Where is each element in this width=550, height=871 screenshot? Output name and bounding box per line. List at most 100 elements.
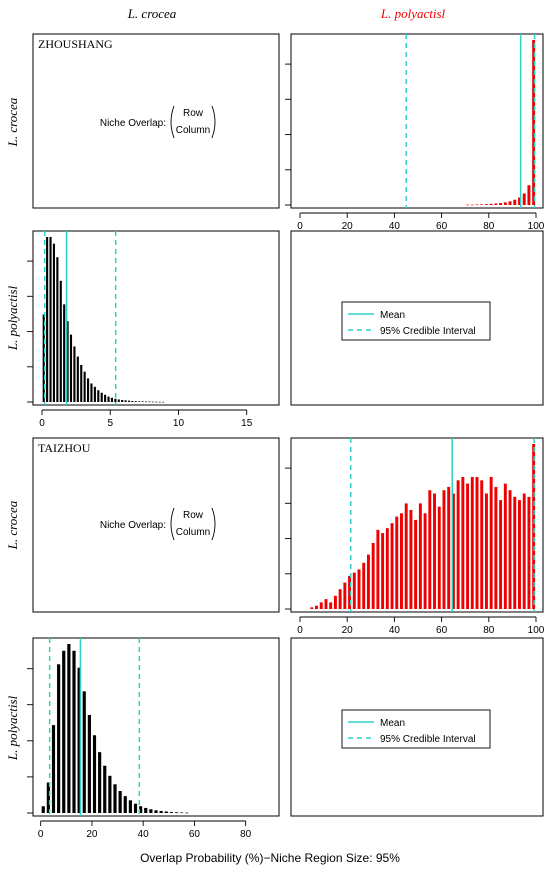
histogram-bar bbox=[390, 523, 394, 609]
histogram-bar bbox=[42, 314, 45, 402]
x-tick-label: 5 bbox=[107, 418, 113, 429]
histogram-bar bbox=[371, 543, 375, 609]
overlap-label: Niche Overlap: bbox=[100, 118, 166, 129]
histogram-bar bbox=[97, 390, 100, 402]
histogram-bar bbox=[164, 811, 168, 813]
overlap-row-text: Row bbox=[183, 108, 204, 119]
histogram-bar bbox=[527, 185, 531, 205]
histogram-bar bbox=[352, 572, 356, 609]
histogram-bar bbox=[376, 529, 380, 609]
histogram-polyactisl: 0 5 10 15 bbox=[27, 230, 280, 429]
histogram-bar bbox=[151, 401, 154, 403]
histogram-bar bbox=[117, 399, 120, 402]
histogram-bar bbox=[428, 490, 432, 609]
x-tick-label: 60 bbox=[436, 625, 448, 636]
histogram-bar bbox=[343, 582, 347, 609]
histogram-bar bbox=[366, 554, 370, 609]
histogram-bar bbox=[56, 257, 59, 402]
histogram-bar bbox=[155, 401, 158, 403]
histogram-bar bbox=[121, 399, 124, 402]
histogram-bar bbox=[423, 513, 427, 609]
x-tick-label: 20 bbox=[342, 625, 354, 636]
legend-box bbox=[341, 301, 491, 341]
legend-ci-label: 95% Credible Interval bbox=[380, 734, 476, 745]
right-paren bbox=[211, 105, 216, 139]
histogram-bar bbox=[169, 811, 173, 813]
histogram-bar bbox=[66, 321, 69, 402]
histogram-bar bbox=[437, 506, 441, 609]
histogram-bar bbox=[114, 398, 117, 402]
overlap-text-panel: TAIZHOU Niche Overlap: Row Column bbox=[32, 437, 280, 613]
x-tick-label: 20 bbox=[86, 829, 98, 840]
histogram-bar bbox=[494, 486, 498, 609]
histogram-bar bbox=[522, 493, 526, 609]
histogram-bar bbox=[46, 782, 50, 813]
histogram-bar bbox=[180, 812, 184, 814]
histogram-bar bbox=[127, 400, 131, 402]
histogram-bar bbox=[77, 667, 81, 813]
histogram-bar bbox=[76, 356, 79, 402]
legend-panel: Mean 95% Credible Interval bbox=[290, 230, 544, 406]
histogram-bar bbox=[484, 204, 488, 205]
histogram-bar bbox=[442, 490, 446, 609]
histogram-bar bbox=[100, 392, 103, 402]
histogram-bar bbox=[159, 810, 163, 813]
histogram-bar bbox=[466, 204, 470, 206]
left-paren bbox=[170, 105, 175, 139]
histogram-bar bbox=[494, 203, 498, 205]
histogram-bar bbox=[62, 650, 66, 813]
overlap-label: Niche Overlap: bbox=[100, 520, 166, 531]
histogram-bar bbox=[348, 576, 352, 609]
histogram-bar bbox=[518, 197, 521, 205]
histogram-bar bbox=[310, 607, 314, 609]
x-tick-label: 40 bbox=[138, 829, 150, 840]
histogram-bar bbox=[513, 199, 517, 205]
group-taizhou: L. crocea L. polyactisl TAIZHOU Niche Ov… bbox=[5, 437, 545, 840]
histogram-polyactisl: 0 20 40 60 80 bbox=[27, 637, 280, 840]
histogram-bar bbox=[103, 765, 107, 813]
x-tick-label: 80 bbox=[483, 625, 495, 636]
x-tick-label: 40 bbox=[389, 221, 401, 232]
histogram-bar bbox=[51, 725, 56, 813]
histogram-bar bbox=[185, 812, 189, 814]
column-header-right: L. polyactisl bbox=[380, 6, 446, 21]
histogram-bar bbox=[154, 810, 158, 813]
histogram-bar bbox=[124, 400, 127, 402]
histogram-bar bbox=[319, 602, 323, 609]
left-paren bbox=[170, 507, 175, 541]
x-tick-label: 100 bbox=[528, 221, 545, 232]
histogram-bar bbox=[133, 803, 138, 813]
histogram-bar bbox=[87, 378, 90, 402]
x-tick-label: 0 bbox=[39, 418, 45, 429]
histogram-crocea: 0 20 40 60 80 100 bbox=[285, 33, 545, 232]
histogram-bar bbox=[527, 496, 531, 609]
histogram-bar bbox=[418, 503, 422, 609]
histogram-bar bbox=[144, 807, 148, 813]
histogram-bar bbox=[63, 304, 66, 402]
histogram-bar bbox=[108, 775, 112, 813]
x-tick-label: 60 bbox=[189, 829, 201, 840]
x-tick-label: 100 bbox=[528, 625, 545, 636]
row-label-crocea: L. crocea bbox=[5, 97, 20, 147]
histogram-bar bbox=[480, 204, 484, 205]
histogram-bar bbox=[67, 644, 71, 813]
histogram-bar bbox=[503, 483, 507, 609]
histogram-bar bbox=[499, 500, 503, 609]
x-tick-label: 80 bbox=[483, 221, 495, 232]
x-tick-label: 0 bbox=[297, 221, 303, 232]
histogram-bar bbox=[329, 602, 333, 609]
histogram-bar bbox=[447, 486, 451, 609]
histogram-bar bbox=[82, 691, 86, 813]
histogram-bar bbox=[499, 203, 503, 205]
histogram-bar bbox=[80, 364, 83, 402]
panel-frame bbox=[290, 637, 544, 817]
histogram-bar bbox=[513, 496, 517, 609]
legend-mean-label: Mean bbox=[380, 310, 405, 321]
histogram-bar bbox=[484, 493, 488, 609]
legend-ci-label: 95% Credible Interval bbox=[380, 326, 476, 337]
histogram-bar bbox=[456, 480, 460, 609]
histogram-bar bbox=[315, 605, 318, 609]
histogram-bar bbox=[46, 237, 49, 402]
site-label: ZHOUSHANG bbox=[38, 37, 113, 51]
